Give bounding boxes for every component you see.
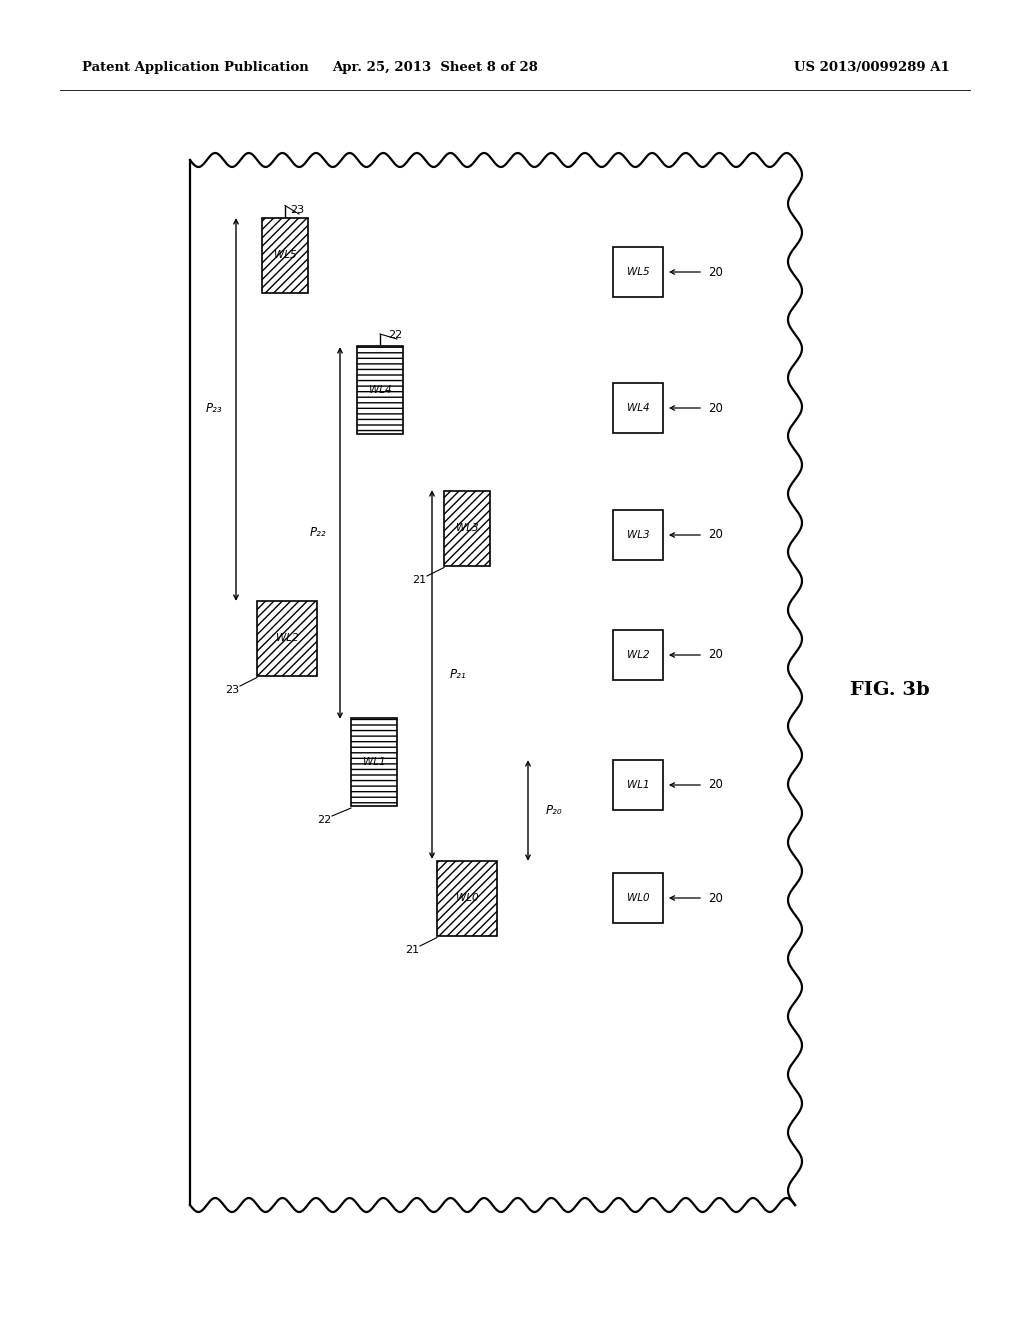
Text: WL5: WL5 xyxy=(627,267,649,277)
Bar xyxy=(437,861,497,936)
Text: 21: 21 xyxy=(412,576,426,585)
Text: WL1: WL1 xyxy=(362,756,385,767)
Text: 22: 22 xyxy=(388,330,402,341)
Text: WL4: WL4 xyxy=(627,403,649,413)
Text: 21: 21 xyxy=(404,945,419,954)
Bar xyxy=(257,601,317,676)
Text: US 2013/0099289 A1: US 2013/0099289 A1 xyxy=(795,62,950,74)
Text: P₂₃: P₂₃ xyxy=(206,403,222,416)
Bar xyxy=(351,718,397,807)
Text: P₂₀: P₂₀ xyxy=(546,804,562,817)
Text: 20: 20 xyxy=(708,528,723,541)
Bar xyxy=(613,383,663,433)
Text: WL0: WL0 xyxy=(627,894,649,903)
Bar xyxy=(444,491,490,565)
Text: 23: 23 xyxy=(290,205,304,215)
Bar xyxy=(613,873,663,923)
Text: WL5: WL5 xyxy=(273,249,296,260)
Bar xyxy=(262,218,308,293)
Text: 20: 20 xyxy=(708,891,723,904)
Bar xyxy=(613,247,663,297)
Text: 23: 23 xyxy=(225,685,239,696)
Text: WL2: WL2 xyxy=(627,649,649,660)
Bar xyxy=(357,346,403,434)
Bar xyxy=(613,760,663,810)
Text: 20: 20 xyxy=(708,779,723,792)
Text: 22: 22 xyxy=(316,814,331,825)
Text: WL3: WL3 xyxy=(456,523,478,533)
Text: P₂₁: P₂₁ xyxy=(450,668,467,681)
Text: Apr. 25, 2013  Sheet 8 of 28: Apr. 25, 2013 Sheet 8 of 28 xyxy=(332,62,538,74)
Text: WL3: WL3 xyxy=(627,531,649,540)
Text: WL4: WL4 xyxy=(369,385,391,395)
Text: 20: 20 xyxy=(708,648,723,661)
Text: WL1: WL1 xyxy=(627,780,649,789)
Text: 20: 20 xyxy=(708,265,723,279)
Text: Patent Application Publication: Patent Application Publication xyxy=(82,62,309,74)
Bar xyxy=(613,510,663,560)
Text: 20: 20 xyxy=(708,401,723,414)
Text: WL0: WL0 xyxy=(456,894,478,903)
Text: P₂₂: P₂₂ xyxy=(309,527,326,540)
Bar xyxy=(613,630,663,680)
Text: FIG. 3b: FIG. 3b xyxy=(850,681,930,700)
Text: WL2: WL2 xyxy=(275,634,298,643)
